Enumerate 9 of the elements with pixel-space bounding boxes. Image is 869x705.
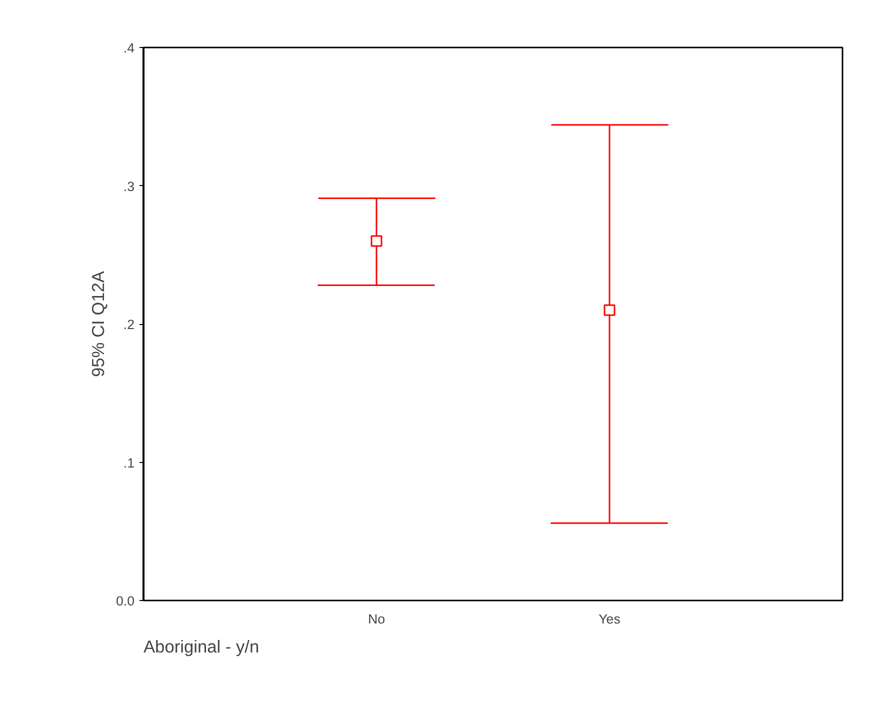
y-tick-label: .3 [123,178,135,194]
y-tick-label: .4 [123,40,136,56]
y-tick-label: .2 [123,317,135,332]
y-axis-title: 95% CI Q12A [88,270,108,377]
y-tick-label: 0.0 [116,594,135,608]
x-axis-title: Aboriginal - y/n [144,636,260,656]
x-tick-label: Yes [598,612,621,626]
x-tick-label: No [368,612,386,626]
y-tick-label: .1 [123,455,135,470]
